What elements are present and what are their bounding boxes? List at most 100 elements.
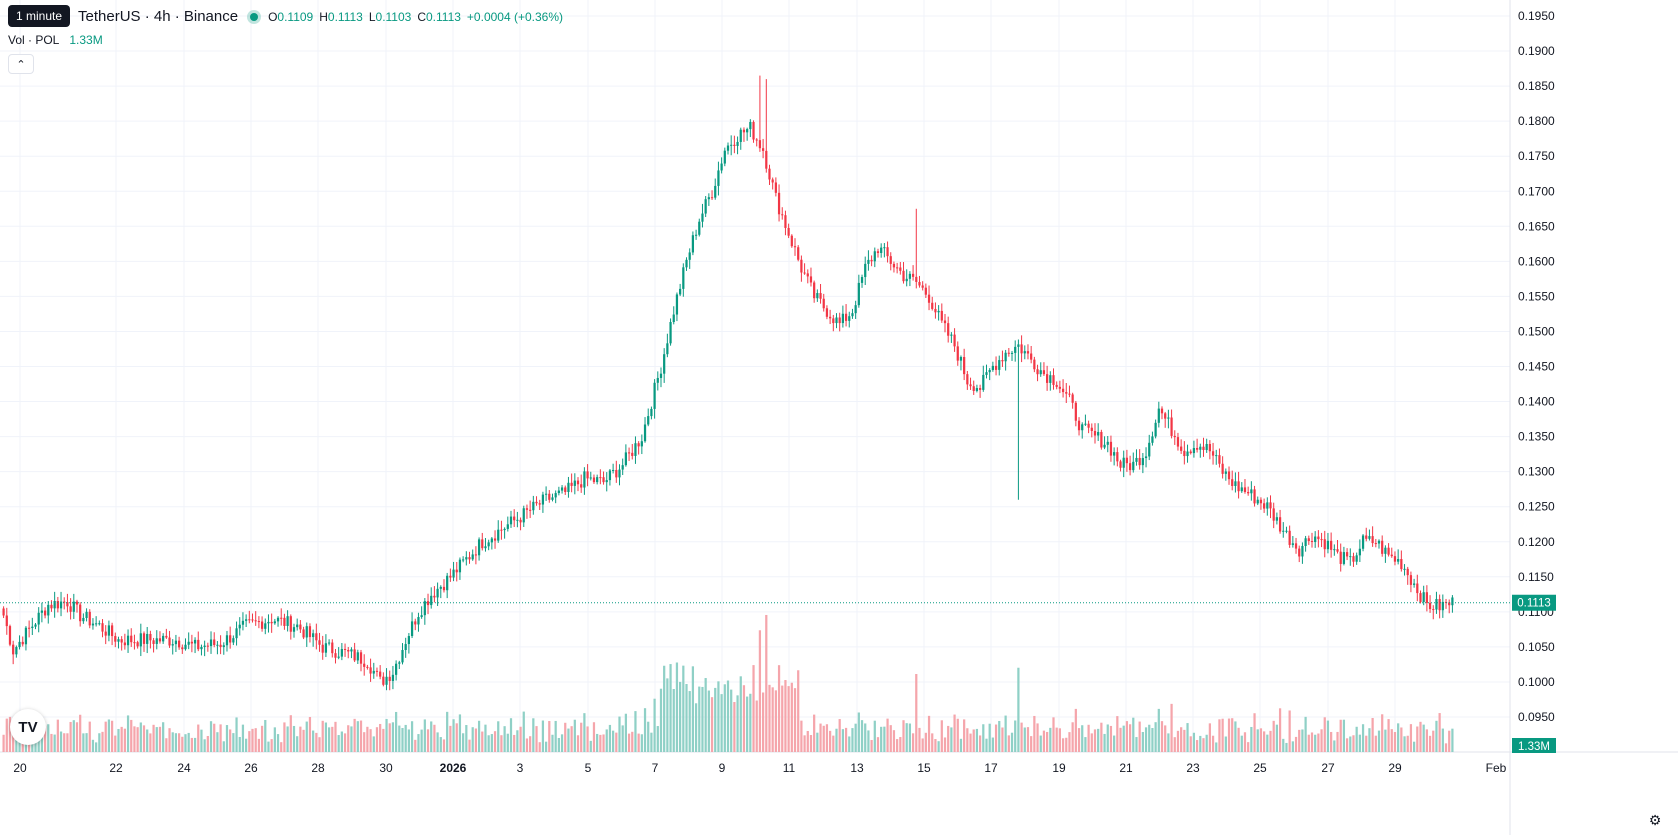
- candle-body: [1269, 502, 1272, 509]
- candle-body: [755, 139, 758, 141]
- candle-body: [1349, 556, 1352, 558]
- volume-bar: [1390, 729, 1393, 752]
- candle-body: [529, 509, 532, 511]
- volume-bar: [1310, 732, 1314, 752]
- volume-bar: [694, 703, 698, 752]
- candle-body: [1406, 568, 1409, 576]
- volume-bar: [1173, 737, 1176, 752]
- candle-body: [761, 148, 765, 151]
- volume-bar: [267, 741, 270, 752]
- volume-bar: [516, 730, 519, 752]
- candle-body: [902, 270, 905, 282]
- candle-body: [806, 273, 809, 277]
- volume-bar: [1416, 726, 1419, 752]
- candle-body: [1087, 423, 1090, 428]
- volume-bar: [832, 735, 835, 752]
- volume-label[interactable]: Vol · POL: [8, 33, 60, 47]
- candle-body: [1298, 548, 1301, 557]
- volume-bar: [627, 733, 631, 752]
- candle-body: [1412, 583, 1416, 585]
- candle-body: [1205, 443, 1208, 451]
- volume-bar: [394, 711, 398, 752]
- volume-bar: [289, 715, 292, 752]
- volume-bar: [892, 730, 896, 752]
- candle-body: [931, 302, 934, 309]
- volume-bar: [541, 720, 545, 752]
- candle-body: [1307, 538, 1310, 542]
- candle-body: [264, 623, 267, 629]
- volume-bar: [691, 666, 695, 752]
- volume-bar: [844, 727, 848, 752]
- volume-bar: [790, 682, 793, 752]
- volume-bar: [1247, 742, 1250, 752]
- volume-bar: [484, 724, 487, 752]
- volume-bar: [1275, 724, 1279, 752]
- volume-bar: [404, 724, 407, 752]
- candle-body: [535, 501, 538, 504]
- volume-bar: [439, 737, 442, 752]
- candle-body: [557, 490, 560, 494]
- volume-bar: [1278, 708, 1282, 752]
- candle-body: [774, 182, 777, 193]
- candle-body: [739, 129, 742, 142]
- candle-body: [522, 508, 525, 523]
- candle-body: [1384, 547, 1387, 554]
- volume-bar: [1256, 729, 1259, 752]
- candle-body: [155, 638, 158, 644]
- candle-body: [442, 586, 446, 591]
- volume-bar: [1288, 710, 1291, 752]
- candle-body: [627, 452, 631, 454]
- candle-body: [841, 313, 845, 324]
- candle-body: [908, 273, 912, 279]
- candle-body: [1400, 559, 1403, 570]
- candle-body: [21, 641, 24, 645]
- candle-body: [675, 294, 679, 315]
- volume-bar: [1199, 735, 1202, 752]
- volume-bar: [1387, 719, 1390, 752]
- candle-body: [481, 539, 484, 549]
- candle-body: [331, 642, 334, 654]
- volume-bar: [1250, 726, 1253, 752]
- price-tick-label: 0.1400: [1518, 395, 1555, 409]
- candle-body: [248, 619, 251, 621]
- symbol-title[interactable]: TetherUS · 4h · Binance: [78, 8, 239, 25]
- volume-bar: [1132, 717, 1135, 752]
- candle-body: [1416, 583, 1419, 594]
- candle-body: [1330, 540, 1333, 550]
- volume-bar: [1189, 736, 1192, 752]
- volume-bar: [1345, 738, 1349, 752]
- volume-bar: [420, 729, 423, 752]
- candle-body: [650, 408, 653, 417]
- time-tick-label: 21: [1119, 761, 1133, 775]
- candle-body: [704, 199, 707, 214]
- volume-bar: [72, 720, 75, 752]
- candle-body: [1135, 457, 1138, 462]
- collapse-legend-button[interactable]: ⌃: [8, 54, 34, 74]
- candle-body: [978, 388, 982, 390]
- volume-bar: [1330, 731, 1333, 752]
- volume-bar: [436, 732, 439, 752]
- tradingview-logo-icon[interactable]: TV: [10, 709, 46, 745]
- volume-bar: [1119, 727, 1122, 752]
- candle-body: [1122, 457, 1125, 468]
- candle-body: [679, 288, 682, 295]
- volume-bar: [599, 734, 602, 752]
- candle-body: [1425, 592, 1428, 603]
- price-tick-label: 0.1150: [1518, 570, 1554, 584]
- volume-bar: [816, 732, 819, 752]
- volume-bar: [139, 722, 142, 752]
- volume-bar: [634, 711, 637, 752]
- volume-bar: [305, 721, 308, 752]
- volume-bar: [1269, 730, 1272, 752]
- candle-body: [1119, 461, 1122, 468]
- candle-body: [1199, 446, 1202, 450]
- candle-body: [1202, 446, 1205, 451]
- volume-bar: [704, 678, 707, 752]
- candle-body: [149, 633, 152, 641]
- volume-bar: [1448, 730, 1451, 752]
- gear-icon[interactable]: ⚙: [1648, 811, 1662, 828]
- volume-bar: [238, 736, 241, 752]
- candle-body: [487, 542, 490, 547]
- volume-bar: [449, 725, 452, 752]
